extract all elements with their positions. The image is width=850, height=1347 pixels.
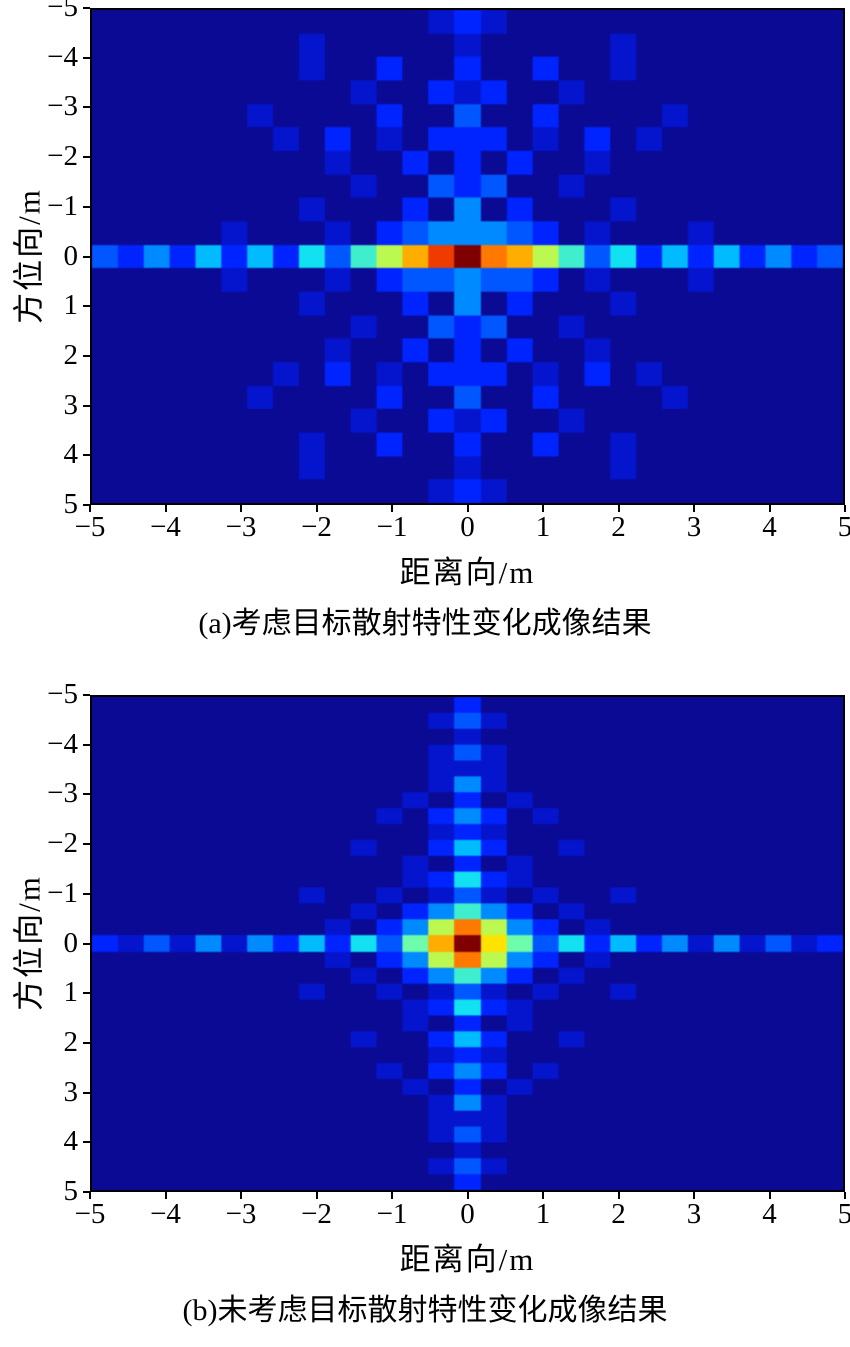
- y-tick-label: 2: [63, 338, 79, 371]
- x-tick-mark: [164, 1192, 167, 1199]
- x-tick-mark: [768, 505, 771, 512]
- x-tick-mark: [315, 505, 318, 512]
- y-tick-mark: [83, 56, 90, 59]
- x-tick-label: −2: [301, 1198, 332, 1230]
- heatmap-plot-a: [90, 8, 845, 505]
- y-tick-label: 3: [63, 388, 79, 421]
- y-tick-label: 3: [63, 1075, 79, 1108]
- y-tick-mark: [83, 942, 90, 945]
- y-tick-mark: [83, 504, 90, 506]
- y-tick-label: −3: [47, 90, 78, 123]
- x-tick-mark: [391, 1192, 393, 1199]
- x-tick-mark: [768, 1192, 771, 1199]
- heatmap-canvas-b: [92, 697, 843, 1190]
- x-tick-label: −1: [376, 511, 408, 543]
- x-tick-label: −5: [74, 1198, 106, 1230]
- y-tick-label: −5: [47, 677, 78, 710]
- x-tick-mark: [844, 505, 846, 512]
- y-tick-mark: [83, 992, 90, 995]
- y-tick-mark: [83, 454, 90, 457]
- x-tick-mark: [542, 505, 544, 512]
- x-tick-label: −2: [301, 511, 332, 543]
- x-tick-mark: [315, 1192, 318, 1199]
- x-tick-mark: [240, 1192, 242, 1199]
- y-tick-label: 1: [63, 976, 79, 1009]
- x-tick-mark: [164, 505, 167, 512]
- x-tick-label: 1: [535, 511, 551, 543]
- x-tick-label: 1: [535, 1198, 551, 1230]
- y-tick-mark: [83, 1141, 90, 1144]
- x-tick-label: 4: [762, 511, 777, 543]
- y-tick-mark: [83, 354, 90, 357]
- x-tick-mark: [617, 1192, 620, 1199]
- heatmap-plot-b: [90, 695, 845, 1192]
- y-tick-mark: [83, 892, 90, 895]
- y-tick-label: −4: [47, 40, 78, 73]
- x-tick-label: −4: [150, 511, 181, 543]
- x-tick-mark: [466, 505, 469, 512]
- y-tick-label: −1: [47, 189, 78, 222]
- y-tick-mark: [83, 743, 90, 746]
- x-tick-mark: [617, 505, 620, 512]
- y-tick-mark: [83, 106, 90, 109]
- x-tick-label: 3: [686, 1198, 702, 1230]
- x-tick-label: −1: [376, 1198, 408, 1230]
- x-tick-mark: [693, 505, 695, 512]
- y-tick-label: −3: [47, 777, 78, 810]
- y-tick-mark: [83, 793, 90, 796]
- panel-a: 方位向/m 距离向/m (a)考虑目标散射特性变化成像结果 −5 −4 −3 −2 −1…: [0, 0, 850, 656]
- x-tick-label: 4: [762, 1198, 777, 1230]
- y-tick-label: 1: [63, 289, 79, 322]
- x-tick-mark: [844, 1192, 846, 1199]
- y-tick-mark: [83, 7, 90, 9]
- x-tick-label: −5: [74, 511, 106, 543]
- y-tick-label: 2: [63, 1025, 79, 1058]
- y-tick-mark: [83, 305, 90, 308]
- y-tick-label: 5: [63, 1174, 79, 1207]
- y-tick-label: −2: [47, 826, 78, 859]
- y-tick-label: −5: [47, 0, 78, 23]
- x-tick-label: 5: [837, 1198, 850, 1230]
- x-tick-label: −3: [225, 1198, 257, 1230]
- x-tick-label: −4: [150, 1198, 181, 1230]
- y-tick-label: 0: [63, 239, 79, 272]
- x-tick-label: 2: [611, 511, 626, 543]
- x-tick-label: 0: [460, 1198, 475, 1230]
- y-tick-mark: [83, 1041, 90, 1044]
- y-tick-label: 4: [63, 438, 79, 471]
- x-tick-label: 2: [611, 1198, 626, 1230]
- x-tick-label: 0: [460, 511, 475, 543]
- y-tick-mark: [83, 694, 90, 696]
- y-tick-label: −1: [47, 876, 78, 909]
- x-tick-mark: [693, 1192, 695, 1199]
- x-tick-mark: [240, 505, 242, 512]
- x-tick-label: −3: [225, 511, 257, 543]
- y-tick-label: −2: [47, 139, 78, 172]
- y-tick-label: −4: [47, 727, 78, 760]
- x-tick-mark: [391, 505, 393, 512]
- x-axis-label-a: 距离向/m: [399, 555, 536, 590]
- x-tick-label: 5: [837, 511, 850, 543]
- x-axis-label-b: 距离向/m: [399, 1242, 536, 1277]
- y-tick-label: 5: [63, 487, 79, 520]
- y-tick-mark: [83, 205, 90, 208]
- caption-a: (a)考虑目标散射特性变化成像结果: [198, 607, 652, 640]
- x-tick-mark: [466, 1192, 469, 1199]
- y-tick-label: 4: [63, 1125, 79, 1158]
- caption-b: (b)未考虑目标散射特性变化成像结果: [182, 1294, 668, 1327]
- panel-b: 方位向/m 距离向/m (b)未考虑目标散射特性变化成像结果 −5 −4 −3 −2−…: [0, 678, 850, 1343]
- y-tick-mark: [83, 255, 90, 258]
- y-tick-mark: [83, 1091, 90, 1094]
- y-tick-label: 0: [63, 926, 79, 959]
- x-tick-label: 3: [686, 511, 702, 543]
- y-tick-mark: [83, 404, 90, 407]
- x-tick-mark: [89, 505, 91, 512]
- heatmap-canvas-a: [92, 10, 843, 503]
- x-tick-mark: [542, 1192, 544, 1199]
- y-tick-mark: [83, 1191, 90, 1193]
- y-tick-mark: [83, 843, 90, 846]
- y-tick-mark: [83, 156, 90, 159]
- x-tick-mark: [89, 1192, 91, 1199]
